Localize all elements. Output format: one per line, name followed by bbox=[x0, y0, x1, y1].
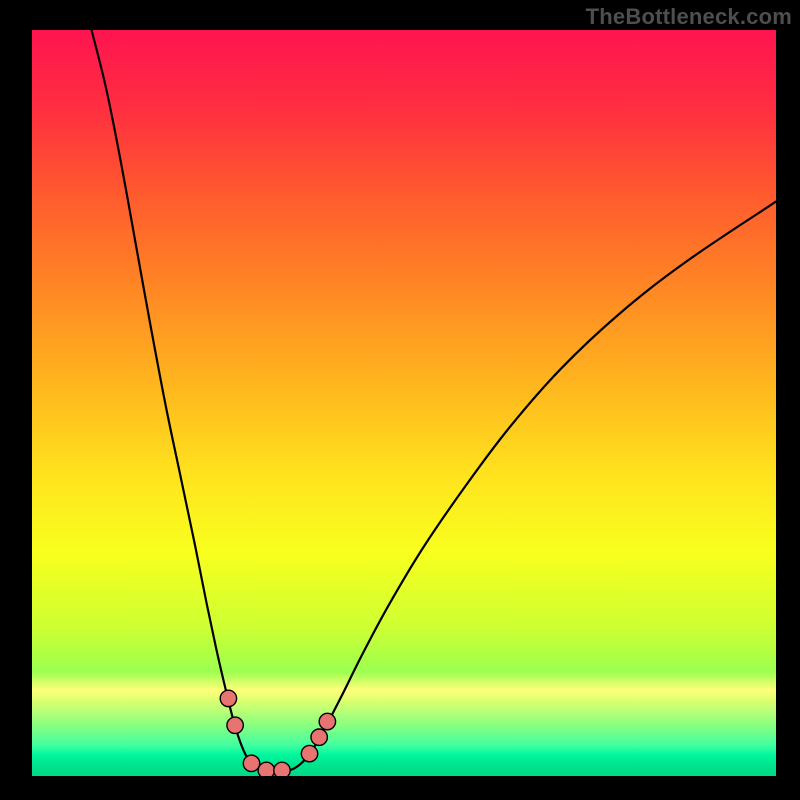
data-marker bbox=[319, 713, 335, 729]
data-marker bbox=[274, 762, 290, 776]
data-marker bbox=[227, 717, 243, 733]
data-marker bbox=[220, 690, 236, 706]
watermark-text: TheBottleneck.com bbox=[586, 4, 792, 30]
data-marker bbox=[311, 729, 327, 745]
data-marker bbox=[301, 745, 317, 761]
gradient-background bbox=[32, 30, 776, 776]
plot-area bbox=[32, 30, 776, 776]
chart-svg bbox=[32, 30, 776, 776]
data-marker bbox=[258, 762, 274, 776]
data-marker bbox=[243, 755, 259, 771]
